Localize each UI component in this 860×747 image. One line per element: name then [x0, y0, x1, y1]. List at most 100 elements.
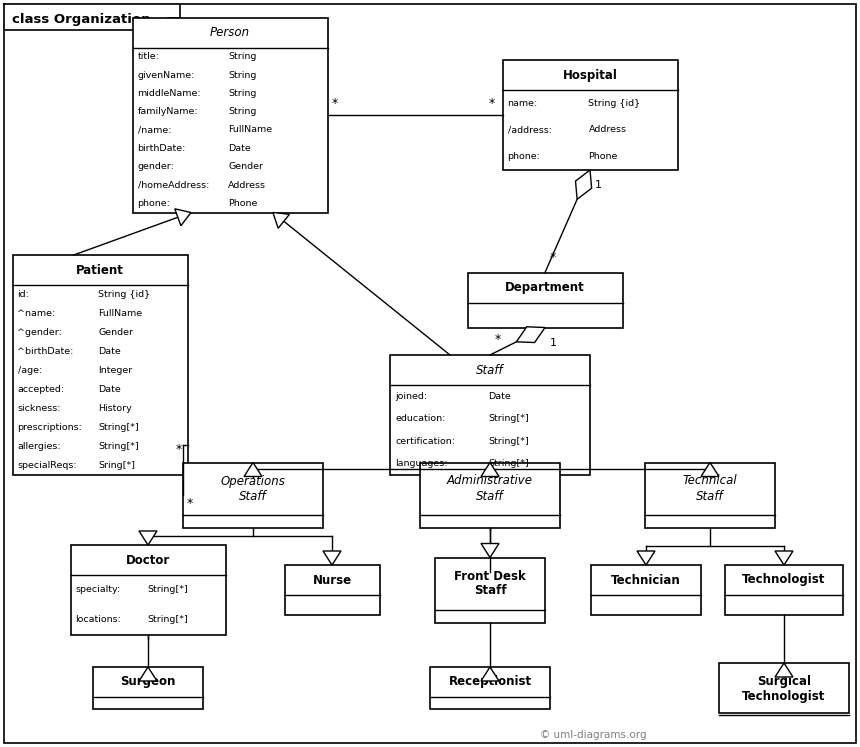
Text: gender:: gender:: [138, 162, 175, 171]
Text: FullName: FullName: [228, 125, 273, 134]
Text: Phone: Phone: [588, 152, 617, 161]
Text: String[*]: String[*]: [99, 442, 139, 451]
Text: Person: Person: [210, 26, 250, 39]
Text: Phone: Phone: [228, 199, 257, 208]
Text: 1: 1: [550, 338, 557, 347]
Text: Integer: Integer: [99, 366, 132, 375]
Polygon shape: [637, 551, 655, 565]
Text: ^birthDate:: ^birthDate:: [17, 347, 74, 356]
Text: class Organization: class Organization: [12, 13, 150, 26]
Text: Patient: Patient: [76, 264, 124, 276]
Text: sickness:: sickness:: [17, 404, 61, 413]
Polygon shape: [516, 326, 545, 343]
Polygon shape: [481, 544, 499, 557]
Text: /homeAddress:: /homeAddress:: [138, 181, 209, 190]
Text: Front Desk
Staff: Front Desk Staff: [454, 569, 525, 598]
Bar: [435, 557, 545, 622]
Text: History: History: [99, 404, 132, 413]
Text: Hospital: Hospital: [562, 69, 617, 81]
Text: *: *: [488, 97, 494, 110]
Text: phone:: phone:: [138, 199, 170, 208]
Text: birthDate:: birthDate:: [138, 144, 186, 153]
Text: prescriptions:: prescriptions:: [17, 423, 83, 432]
Text: *: *: [495, 333, 501, 346]
Text: String[*]: String[*]: [488, 437, 529, 446]
Text: /age:: /age:: [17, 366, 42, 375]
Text: Address: Address: [588, 125, 626, 134]
Text: title:: title:: [138, 52, 159, 61]
Text: Surgical
Technologist: Surgical Technologist: [742, 675, 826, 703]
Bar: [725, 565, 843, 615]
Text: String[*]: String[*]: [488, 415, 529, 424]
Text: Administrative
Staff: Administrative Staff: [447, 474, 533, 503]
Text: 1: 1: [595, 180, 602, 190]
Text: *: *: [331, 97, 338, 110]
Text: FullName: FullName: [99, 309, 143, 318]
Text: *: *: [175, 443, 181, 456]
Text: allergies:: allergies:: [17, 442, 61, 451]
Text: Technician: Technician: [611, 574, 681, 586]
Text: ^name:: ^name:: [17, 309, 56, 318]
Text: givenName:: givenName:: [138, 70, 195, 79]
Text: name:: name:: [507, 99, 538, 108]
Text: String[*]: String[*]: [147, 616, 187, 624]
Bar: [71, 545, 225, 635]
Text: Address: Address: [228, 181, 266, 190]
Text: String {id}: String {id}: [99, 290, 150, 299]
Text: Surgeon: Surgeon: [120, 675, 175, 689]
Polygon shape: [244, 462, 262, 477]
Text: Technical
Staff: Technical Staff: [683, 474, 737, 503]
Polygon shape: [175, 209, 191, 226]
Polygon shape: [775, 663, 793, 677]
Text: String[*]: String[*]: [99, 423, 139, 432]
Bar: [645, 462, 775, 527]
Text: familyName:: familyName:: [138, 107, 198, 117]
Text: Department: Department: [505, 281, 585, 294]
Text: middleName:: middleName:: [138, 89, 201, 98]
Bar: [285, 565, 379, 615]
Text: education:: education:: [395, 415, 445, 424]
Text: languages:: languages:: [395, 459, 447, 468]
Polygon shape: [481, 667, 499, 681]
Text: Nurse: Nurse: [312, 574, 352, 586]
Text: Gender: Gender: [99, 328, 133, 337]
Text: String: String: [228, 89, 256, 98]
Bar: [468, 273, 623, 327]
Bar: [183, 462, 323, 527]
Text: Date: Date: [488, 391, 511, 400]
Text: String {id}: String {id}: [588, 99, 641, 108]
Bar: [420, 462, 560, 527]
Bar: [390, 355, 590, 475]
Polygon shape: [575, 170, 592, 199]
Bar: [430, 667, 550, 709]
Text: specialty:: specialty:: [76, 586, 120, 595]
Polygon shape: [775, 551, 793, 565]
Text: Technologist: Technologist: [742, 574, 826, 586]
Text: id:: id:: [17, 290, 29, 299]
Text: /name:: /name:: [138, 125, 171, 134]
Text: Operations
Staff: Operations Staff: [220, 474, 286, 503]
Bar: [93, 667, 203, 709]
Text: Gender: Gender: [228, 162, 263, 171]
Text: Doctor: Doctor: [126, 554, 170, 566]
Text: phone:: phone:: [507, 152, 540, 161]
Polygon shape: [481, 462, 499, 477]
Bar: [132, 17, 328, 212]
Text: certification:: certification:: [395, 437, 455, 446]
Polygon shape: [273, 212, 290, 229]
Text: Sring[*]: Sring[*]: [99, 461, 136, 470]
Bar: [719, 663, 849, 713]
Text: String: String: [228, 107, 256, 117]
Text: Date: Date: [99, 347, 121, 356]
Bar: [13, 255, 187, 475]
Polygon shape: [323, 551, 341, 565]
Text: Date: Date: [228, 144, 251, 153]
Text: String: String: [228, 52, 256, 61]
Text: specialReqs:: specialReqs:: [17, 461, 77, 470]
Text: String[*]: String[*]: [488, 459, 529, 468]
Text: /address:: /address:: [507, 125, 551, 134]
Text: Date: Date: [99, 385, 121, 394]
Text: *: *: [550, 250, 556, 264]
Text: locations:: locations:: [76, 616, 121, 624]
Text: *: *: [187, 497, 194, 510]
